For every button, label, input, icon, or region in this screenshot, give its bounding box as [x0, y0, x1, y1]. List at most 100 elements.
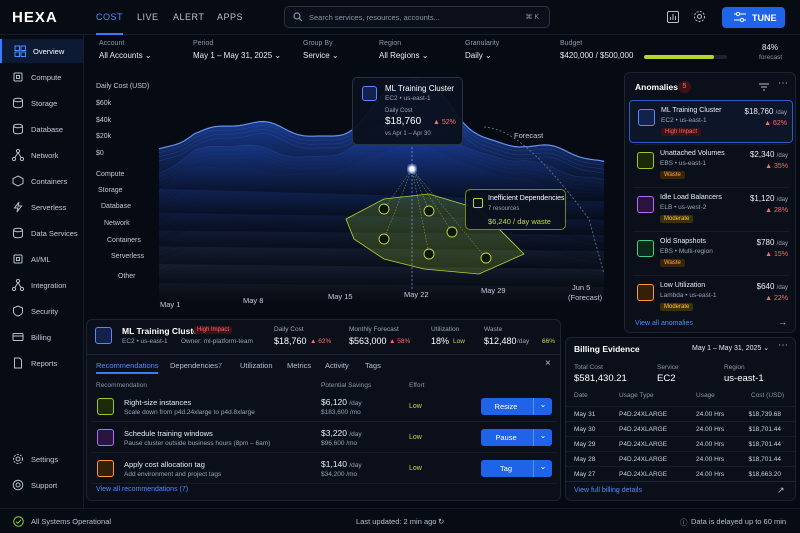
sidebar-item-integration[interactable]: Integration — [0, 273, 83, 297]
tag-button[interactable]: Tag ⌄ — [481, 460, 552, 477]
view-all-anomalies-link[interactable]: View all anomalies — [635, 320, 693, 327]
filter-granularity[interactable]: Granularity Daily ⌄ — [465, 40, 499, 60]
external-link-icon[interactable]: ↗ — [777, 485, 785, 495]
filter-value: All Regions — [379, 51, 420, 60]
anomaly-item[interactable]: ML Training Cluster EC2 • us-east-1 $18,76… — [629, 100, 793, 145]
tune-button[interactable]: TUNE — [722, 7, 785, 28]
tab-utilization[interactable]: Utilization — [240, 361, 273, 370]
sidebar-item-support[interactable]: Support — [0, 473, 83, 497]
sidebar-item-settings[interactable]: Settings — [0, 447, 83, 471]
column-header: Potential Savings — [321, 382, 372, 389]
cost-landscape-chart[interactable]: Daily Cost (USD) $60k $40k $20k $0 Compu… — [84, 69, 624, 317]
tab-metrics[interactable]: Metrics — [287, 361, 312, 370]
view-all-recommendations-link[interactable]: View all recommendations (7) — [96, 486, 189, 493]
chart-icon[interactable] — [667, 11, 679, 23]
view-full-billing-link[interactable]: View full billing details — [574, 487, 642, 494]
dependency-node[interactable] — [423, 205, 435, 217]
daily-cost-delta: ▲ 62% — [310, 338, 332, 345]
dependency-node[interactable] — [378, 203, 390, 215]
filter-region[interactable]: Region All Regions ⌄ — [379, 40, 428, 60]
close-icon[interactable]: × — [545, 358, 551, 369]
dependency-node[interactable] — [423, 248, 435, 260]
filter-period[interactable]: Period May 1 – May 31, 2025 ⌄ — [193, 40, 281, 60]
search-input[interactable]: Search services, resources, accounts... … — [284, 6, 550, 28]
check-circle-icon — [13, 516, 24, 527]
anomaly-percent: ▲ 28% — [765, 207, 788, 214]
dependency-node[interactable] — [446, 226, 458, 238]
dependency-callout[interactable]: Inefficient Dependencies 7 resources $6,… — [465, 189, 566, 230]
recommendation-title: Schedule training windows — [124, 429, 213, 438]
sidebar-item-security[interactable]: Security — [0, 299, 83, 323]
anomaly-amount-unit: /day — [776, 197, 788, 203]
sidebar-item-serverless[interactable]: Serverless — [0, 195, 83, 219]
anomaly-amount-value: $640 — [756, 282, 775, 291]
billing-period-select[interactable]: May 1 – May 31, 2025 ⌄ — [692, 344, 769, 352]
tab-apps[interactable]: APPS — [217, 12, 244, 22]
sidebar-item-storage[interactable]: Storage — [0, 91, 83, 115]
anomaly-item[interactable]: Low Utilization Lambda • us-east-1 $640 /d… — [629, 276, 793, 319]
pause-button[interactable]: Pause ⌄ — [481, 429, 552, 446]
recommendation-title: Apply cost allocation tag — [124, 460, 205, 469]
billing-cell: P4D.24XLARGE — [619, 411, 668, 418]
sidebar-item-label: Containers — [31, 177, 68, 186]
x-tick: May 15 — [328, 292, 353, 301]
budget-percent-label: forecast — [759, 54, 783, 61]
gear-icon[interactable] — [693, 10, 706, 23]
sidebar-item-billing[interactable]: Billing — [0, 325, 83, 349]
anomaly-sub: EC2 • us-east-1 — [661, 117, 707, 124]
sidebar-item-label: Compute — [31, 73, 62, 82]
anomalies-title: Anomalies — [635, 82, 678, 92]
filter-icon[interactable] — [759, 83, 769, 91]
anomaly-item[interactable]: Unattached Volumes EBS • us-east-1 $2,340 … — [629, 144, 793, 188]
waste-value: $12,480 — [484, 336, 517, 346]
sidebar-item-ai-ml[interactable]: AI/ML — [0, 247, 83, 271]
filter-account[interactable]: Account All Accounts ⌄ — [99, 40, 152, 60]
tab-cost[interactable]: COST — [96, 12, 124, 35]
dependencies-count: 7 — [218, 361, 223, 370]
anomaly-amount-value: $1,120 — [749, 194, 775, 203]
search-placeholder: Search services, resources, accounts... — [309, 13, 440, 22]
anomaly-tag: Moderate — [660, 215, 694, 223]
sidebar-item-reports[interactable]: Reports — [0, 351, 83, 375]
sidebar-item-containers[interactable]: Containers — [0, 169, 83, 193]
effort-level: Low — [409, 434, 422, 441]
sidebar-item-network[interactable]: Network — [0, 143, 83, 167]
tab-live[interactable]: LIVE — [137, 12, 159, 22]
anomaly-amount-unit: /day — [776, 285, 788, 291]
refresh-icon[interactable]: ↻ — [438, 517, 445, 526]
more-icon[interactable]: ⋯ — [778, 340, 788, 351]
anomaly-item[interactable]: Idle Load Balancers ELB • us-west-2 $1,120… — [629, 188, 793, 232]
chevron-down-icon[interactable]: ⌄ — [539, 431, 547, 440]
sidebar-item-compute[interactable]: Compute — [0, 65, 83, 89]
sidebar-item-database[interactable]: Database — [0, 117, 83, 141]
x-tick-forecast: Jun 5 — [572, 283, 591, 292]
tab-activity[interactable]: Activity — [325, 361, 349, 370]
tab-tags[interactable]: Tags — [365, 361, 381, 370]
tab-recommendations[interactable]: Recommendations — [96, 361, 159, 370]
tab-dependencies[interactable]: Dependencies — [170, 361, 218, 370]
divider — [533, 398, 534, 415]
anomaly-item[interactable]: Old Snapshots EBS • Multi-region $780 /day… — [629, 232, 793, 276]
chevron-down-icon[interactable]: ⌄ — [539, 400, 547, 409]
anomaly-tag: Waste — [660, 171, 685, 179]
chevron-down-icon[interactable]: ⌄ — [539, 462, 547, 471]
dependency-node[interactable] — [378, 233, 390, 245]
savings-unit: /day — [349, 400, 362, 407]
recommendation-title: Right-size instances — [124, 398, 192, 407]
savings-unit: /day — [349, 431, 362, 438]
tab-alert[interactable]: ALERT — [173, 12, 205, 22]
y-tick: $40k — [96, 117, 112, 124]
resize-button[interactable]: Resize ⌄ — [481, 398, 552, 415]
sidebar-item-overview[interactable]: Overview — [0, 39, 83, 63]
containers-icon — [12, 175, 24, 187]
monthly-forecast-delta: ▲ 58% — [389, 338, 411, 345]
dependency-node[interactable] — [480, 252, 492, 264]
arrow-right-icon[interactable]: → — [778, 317, 787, 327]
more-icon[interactable]: ⋯ — [778, 78, 788, 89]
filter-group-by[interactable]: Group By Service ⌄ — [303, 40, 339, 60]
sidebar-item-data-services[interactable]: Data Services — [0, 221, 83, 245]
dependency-link — [411, 168, 453, 233]
divider — [566, 481, 795, 482]
sidebar-item-label: Overview — [33, 47, 65, 56]
recommendation-sub: Pause cluster outside business hours (8p… — [124, 440, 271, 447]
